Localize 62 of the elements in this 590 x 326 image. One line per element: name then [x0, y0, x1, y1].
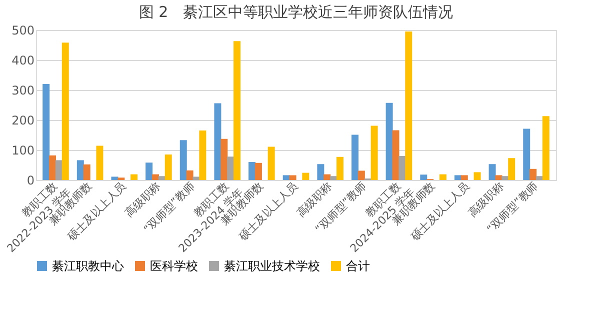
bar: [192, 176, 200, 180]
bar: [76, 160, 84, 180]
bar: [234, 41, 241, 180]
bar: [508, 158, 516, 180]
bar: [49, 155, 56, 180]
legend-label: 医科学校: [150, 259, 198, 273]
legend-label: 綦江职教中心: [52, 259, 124, 273]
bar: [454, 175, 462, 180]
bar: [351, 134, 358, 180]
bar: [460, 175, 468, 180]
bar: [336, 156, 344, 180]
chart-title: 图 2 綦江区中等职业学校近三年师资队伍情况: [138, 3, 454, 21]
bar: [214, 103, 222, 180]
y-tick-label: 400: [12, 54, 34, 68]
bar: [317, 164, 324, 180]
bar: [268, 146, 275, 180]
bar: [405, 32, 412, 180]
bar: [502, 176, 509, 180]
bar: [146, 162, 153, 180]
bar: [62, 42, 69, 180]
bar: [164, 154, 172, 180]
bar: [358, 170, 365, 180]
bar: [152, 174, 159, 180]
bar: [536, 176, 543, 180]
bar: [248, 162, 256, 180]
bar: [530, 168, 537, 180]
bar: [55, 160, 62, 180]
bar: [474, 172, 481, 180]
bar: [180, 140, 187, 180]
y-tick-label: 500: [12, 24, 34, 38]
bar: [83, 164, 90, 180]
bar: [386, 102, 393, 180]
legend-label: 合计: [346, 259, 370, 273]
y-tick-label: 200: [12, 114, 34, 128]
bar: [220, 138, 228, 180]
bar: [158, 176, 166, 180]
y-tick-label: 300: [12, 84, 34, 98]
bar: [324, 174, 331, 180]
legend-label: 綦江职业技术学校: [224, 259, 320, 273]
bar: [488, 164, 496, 180]
bar: [42, 84, 50, 180]
bar: [330, 176, 338, 180]
bar: [302, 172, 310, 180]
bar: [523, 128, 530, 180]
bar: [542, 116, 550, 180]
bar: [254, 162, 262, 180]
bar: [420, 174, 428, 180]
bar: [199, 130, 206, 180]
y-tick-label: 100: [12, 144, 34, 158]
bar: [370, 126, 378, 180]
bar: [111, 176, 118, 180]
bar: [439, 174, 446, 180]
bar: [227, 156, 234, 180]
bar: [186, 170, 194, 180]
bar: [398, 156, 406, 180]
y-tick-label: 0: [26, 174, 34, 188]
bar: [392, 130, 400, 180]
bar: [130, 174, 138, 180]
bar: [289, 175, 296, 180]
bar: [96, 146, 104, 180]
bar: [495, 175, 502, 180]
bar: [282, 175, 290, 180]
